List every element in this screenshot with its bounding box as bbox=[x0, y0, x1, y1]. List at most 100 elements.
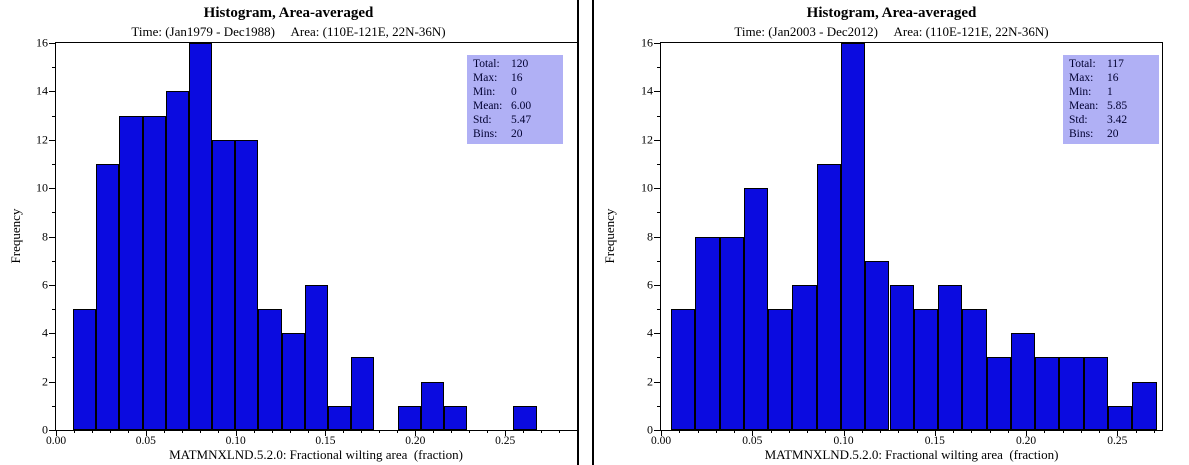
histogram-bar bbox=[165, 91, 189, 430]
y-axis-minor-tick bbox=[52, 115, 56, 117]
x-axis-minor-tick bbox=[989, 430, 991, 433]
y-axis-minor-tick bbox=[52, 309, 56, 311]
x-axis-minor-tick bbox=[127, 430, 129, 433]
stats-value: 20 bbox=[1107, 128, 1119, 141]
stats-value: 0 bbox=[511, 86, 517, 99]
y-axis-tick bbox=[49, 430, 56, 431]
x-axis-minor-tick bbox=[487, 430, 489, 433]
y-axis-minor-tick bbox=[657, 260, 661, 262]
stats-value: 16 bbox=[1107, 72, 1119, 85]
panel-divider-left bbox=[577, 0, 579, 465]
y-axis-tick bbox=[49, 333, 56, 335]
histogram-bar bbox=[840, 43, 866, 430]
y-axis-tick bbox=[654, 188, 661, 190]
x-axis-minor-tick bbox=[1099, 430, 1101, 433]
x-axis-minor-tick bbox=[1044, 430, 1046, 433]
y-axis-tick bbox=[49, 139, 56, 141]
histogram-bar bbox=[865, 260, 890, 430]
y-axis-tick-label: 4 bbox=[647, 325, 653, 340]
x-axis-tick bbox=[505, 430, 507, 436]
stats-label: Bins: bbox=[473, 128, 498, 141]
histogram-panel-1979-1988: Histogram, Area-averaged Time: (Jan1979 … bbox=[0, 0, 577, 465]
y-axis-minor-tick bbox=[657, 163, 661, 165]
x-axis-tick bbox=[1026, 430, 1028, 436]
y-axis-tick-label: 16 bbox=[36, 35, 48, 50]
stats-row: Mean: 6.00 bbox=[473, 99, 557, 113]
x-axis-minor-tick bbox=[697, 430, 699, 433]
y-axis-tick bbox=[654, 284, 661, 286]
x-axis-minor-tick bbox=[109, 430, 111, 433]
stats-row: Min: 1 bbox=[1069, 85, 1153, 99]
x-axis-minor-tick bbox=[307, 430, 309, 433]
stats-value: 120 bbox=[511, 58, 529, 70]
y-axis-minor-tick bbox=[657, 309, 661, 311]
histogram-bar bbox=[913, 309, 939, 430]
x-axis-minor-tick bbox=[433, 430, 435, 433]
histogram-bar bbox=[443, 405, 468, 430]
y-axis-minor-tick bbox=[657, 67, 661, 69]
y-axis-tick-label: 6 bbox=[42, 277, 48, 292]
x-axis-minor-tick bbox=[898, 430, 900, 433]
x-axis-tick bbox=[325, 430, 327, 436]
histogram-bar bbox=[212, 139, 236, 430]
y-axis-tick-label: 14 bbox=[36, 83, 48, 98]
x-axis-minor-tick bbox=[289, 430, 291, 433]
stats-row: Bins: 20 bbox=[1069, 127, 1153, 141]
x-axis-minor-tick bbox=[73, 430, 75, 433]
y-axis-tick bbox=[654, 91, 661, 93]
histogram-bar bbox=[1035, 357, 1060, 430]
y-axis-tick bbox=[49, 188, 56, 190]
y-axis-tick-label: 4 bbox=[42, 325, 48, 340]
x-axis-tick bbox=[934, 430, 936, 436]
x-axis-tick-label: 0.00 bbox=[45, 435, 67, 447]
y-axis-minor-tick bbox=[657, 357, 661, 359]
x-axis-minor-tick bbox=[91, 430, 93, 433]
stats-row: Std: 3.42 bbox=[1069, 113, 1153, 127]
y-axis-minor-tick bbox=[52, 67, 56, 69]
x-axis-minor-tick bbox=[253, 430, 255, 433]
histogram-bar bbox=[962, 309, 987, 430]
y-axis-minor-tick bbox=[52, 357, 56, 359]
histogram-bar bbox=[96, 163, 120, 430]
y-axis-minor-tick bbox=[52, 405, 56, 407]
x-axis-tick-label: 0.15 bbox=[924, 435, 945, 447]
plot-area: Total: 120 Max: 16 Min: 0 Mean: 6.00 Std: 5.47 Bin… bbox=[36, 36, 577, 447]
y-axis-tick bbox=[49, 43, 56, 44]
y-axis-tick bbox=[49, 236, 56, 238]
histogram-bar bbox=[73, 309, 97, 430]
x-axis-tick-label: 0.25 bbox=[1107, 435, 1128, 447]
stats-label: Mean: bbox=[473, 100, 503, 113]
panel-divider-right bbox=[592, 0, 594, 465]
x-axis-minor-tick bbox=[379, 430, 381, 433]
y-axis-tick-label: 0 bbox=[647, 422, 653, 437]
x-axis-minor-tick bbox=[343, 430, 345, 433]
histogram-bar bbox=[1059, 357, 1084, 430]
plot-area: Total: 117 Max: 16 Min: 1 Mean: 5.85 Std: 3.42 Bin… bbox=[641, 36, 1163, 447]
x-axis-tick bbox=[1117, 430, 1119, 436]
stats-label: Std: bbox=[473, 114, 492, 127]
x-axis-minor-tick bbox=[541, 430, 543, 433]
x-axis-minor-tick bbox=[770, 430, 772, 433]
stats-row: Mean: 5.85 bbox=[1069, 99, 1153, 113]
x-axis-tick-label: 0.10 bbox=[833, 435, 854, 447]
histogram-bar bbox=[258, 309, 282, 430]
y-axis-tick-label: 2 bbox=[647, 374, 653, 389]
x-axis-minor-tick bbox=[1080, 430, 1082, 433]
x-axis-tick-label: 0.10 bbox=[225, 435, 246, 447]
y-axis-minor-tick bbox=[52, 260, 56, 262]
x-axis-minor-tick bbox=[181, 430, 183, 433]
histogram-bar bbox=[142, 115, 166, 430]
stats-label: Max: bbox=[1069, 72, 1094, 85]
stats-row: Max: 16 bbox=[473, 71, 557, 85]
histogram-bar bbox=[1010, 333, 1036, 430]
histogram-bar bbox=[671, 309, 696, 430]
y-axis-tick bbox=[49, 91, 56, 93]
histogram-bar bbox=[513, 405, 537, 430]
x-axis-minor-tick bbox=[1007, 430, 1009, 433]
histogram-bar bbox=[889, 284, 914, 430]
y-axis-tick-label: 6 bbox=[647, 277, 653, 292]
y-axis-tick bbox=[49, 381, 56, 383]
x-axis-minor-tick bbox=[397, 430, 399, 433]
chart-subtitle: Time: (Jan2003 - Dec2012) Area: (110E-12… bbox=[734, 24, 1049, 39]
x-axis-tick-label: 0.05 bbox=[742, 435, 763, 447]
